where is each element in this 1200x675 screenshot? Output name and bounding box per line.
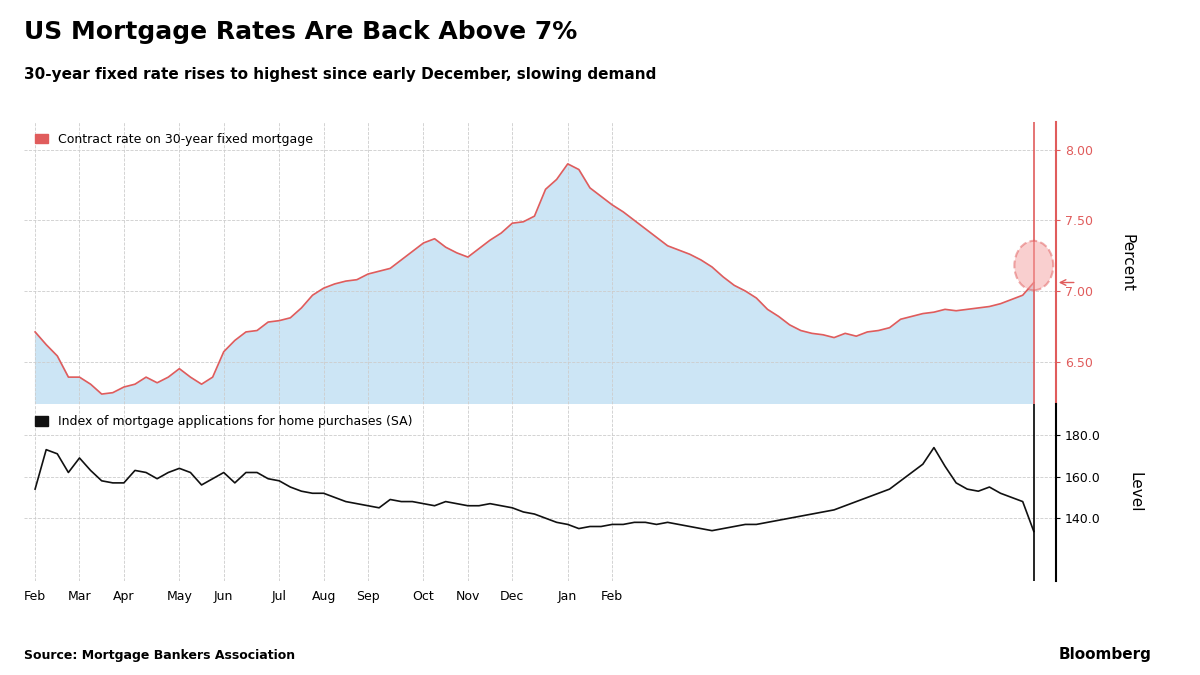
Legend: Index of mortgage applications for home purchases (SA): Index of mortgage applications for home …: [30, 410, 418, 433]
Legend: Contract rate on 30-year fixed mortgage: Contract rate on 30-year fixed mortgage: [30, 128, 318, 151]
Text: 30-year fixed rate rises to highest since early December, slowing demand: 30-year fixed rate rises to highest sinc…: [24, 68, 656, 82]
Y-axis label: Level: Level: [1128, 472, 1142, 512]
Text: Bloomberg: Bloomberg: [1060, 647, 1152, 662]
Text: US Mortgage Rates Are Back Above 7%: US Mortgage Rates Are Back Above 7%: [24, 20, 577, 45]
Text: Source: Mortgage Bankers Association: Source: Mortgage Bankers Association: [24, 649, 295, 662]
Ellipse shape: [1014, 241, 1054, 290]
Y-axis label: Percent: Percent: [1120, 234, 1135, 292]
